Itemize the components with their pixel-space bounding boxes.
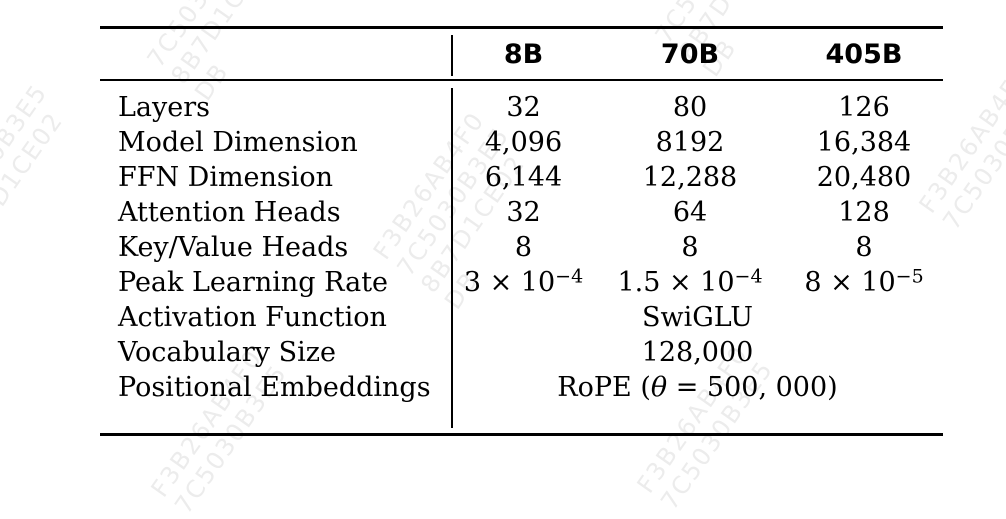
table-row-layers: Layers 32 80 126 <box>100 90 943 125</box>
table-bottom-rule <box>100 433 943 436</box>
table-header-row: 8B 70B 405B <box>100 29 943 79</box>
exponent: −4 <box>734 265 763 288</box>
table-row-peak-learning-rate: Peak Learning Rate 3 × 10−4 1.5 × 10−4 8… <box>100 265 943 300</box>
cell-value: 128 <box>838 197 890 228</box>
table-row-key-value-heads: Key/Value Heads 8 8 8 <box>100 230 943 265</box>
cell-value: 6,144 <box>484 162 563 193</box>
cell-value-scientific: 1.5 × 10−4 <box>617 265 763 298</box>
exponent: −4 <box>555 265 584 288</box>
cell-value: 32 <box>506 92 541 123</box>
cell-value: 80 <box>672 92 708 123</box>
cell-value: 8192 <box>655 127 725 158</box>
table-row-positional-embeddings: Positional Embeddings RoPE (θ = 500, 000… <box>100 370 943 405</box>
cell-value: 20,480 <box>816 162 912 193</box>
table-row-ffn-dimension: FFN Dimension 6,144 12,288 20,480 <box>100 160 943 195</box>
cell-value: 4,096 <box>484 127 563 158</box>
row-label: Attention Heads <box>118 197 341 228</box>
cell-value: 64 <box>672 197 708 228</box>
table-bottom-spacing <box>100 405 943 433</box>
header-405b: 405B <box>825 38 903 70</box>
table-row-attention-heads: Attention Heads 32 64 128 <box>100 195 943 230</box>
cell-value-scientific: 8 × 10−5 <box>804 265 924 298</box>
table-body: Layers 32 80 126 Model Dimension 4,096 8… <box>100 81 943 405</box>
column-divider <box>451 88 453 428</box>
row-label: Peak Learning Rate <box>118 267 389 298</box>
theta-symbol: θ <box>650 372 668 403</box>
model-architecture-table: 8B 70B 405B Layers 32 80 126 Model Dimen… <box>100 26 943 436</box>
cell-value-spanning: SwiGLU <box>641 302 754 333</box>
cell-value: 8 <box>681 232 699 263</box>
row-label: Layers <box>118 92 211 123</box>
header-8b: 8B <box>503 38 544 70</box>
row-label: Activation Function <box>118 302 387 333</box>
table-top-rule <box>100 26 943 29</box>
row-label: FFN Dimension <box>118 162 334 193</box>
cell-value: 12,288 <box>642 162 738 193</box>
row-label: Positional Embeddings <box>118 372 431 403</box>
table-row-model-dimension: Model Dimension 4,096 8192 16,384 <box>100 125 943 160</box>
cell-value: 8 <box>514 232 533 263</box>
row-label: Key/Value Heads <box>118 232 349 263</box>
cell-value: 8 <box>855 232 873 263</box>
row-label: Vocabulary Size <box>118 337 336 368</box>
watermark-text: 7C5030B3E5 8B7D1CE02 <box>0 78 69 255</box>
cell-value: 32 <box>506 197 541 228</box>
cell-value: 126 <box>838 92 890 123</box>
table-header-rule <box>100 79 943 81</box>
cell-value: 16,384 <box>816 127 912 158</box>
cell-value-spanning: RoPE (θ = 500, 000) <box>557 372 838 403</box>
row-label: Model Dimension <box>118 127 358 158</box>
exponent: −5 <box>895 265 924 288</box>
table-row-vocabulary-size: Vocabulary Size 128,000 <box>100 335 943 370</box>
cell-value-scientific: 3 × 10−4 <box>463 265 584 298</box>
column-divider <box>451 35 453 76</box>
header-70b: 70B <box>660 38 720 70</box>
cell-value-spanning: 128,000 <box>641 337 754 368</box>
table-row-activation-function: Activation Function SwiGLU <box>100 300 943 335</box>
